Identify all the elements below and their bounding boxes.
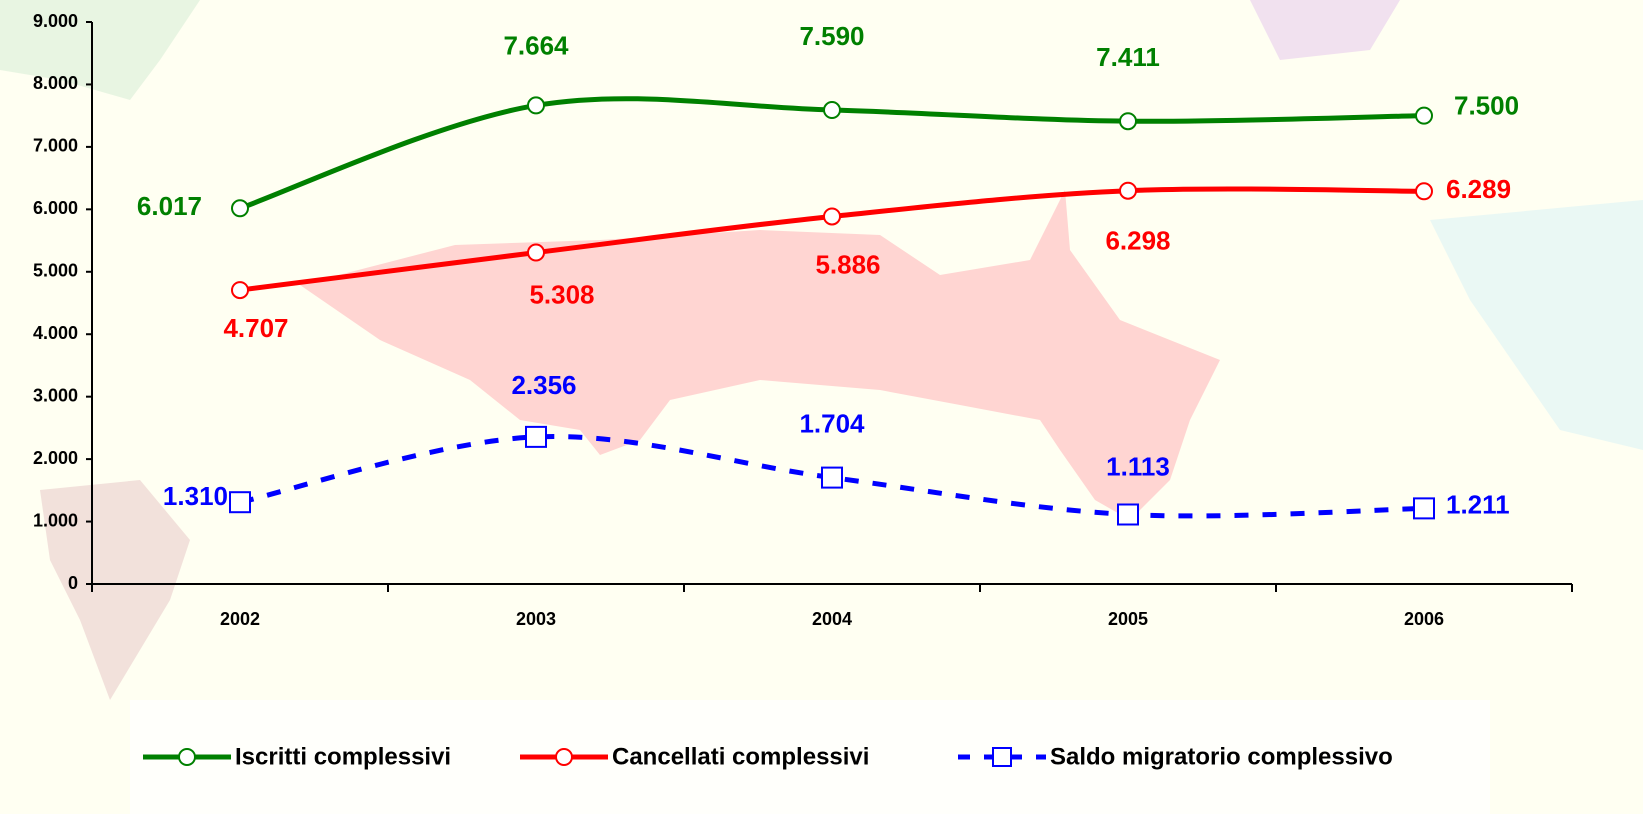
marker xyxy=(821,466,843,489)
marker xyxy=(1119,181,1137,200)
legend-label: Saldo migratorio complessivo xyxy=(1050,743,1393,770)
legend-label: Cancellati complessivi xyxy=(612,743,869,770)
legend-box xyxy=(130,700,1490,814)
marker xyxy=(231,199,249,218)
marker xyxy=(823,207,841,226)
value-label: 6.017 xyxy=(137,191,202,221)
legend-marker xyxy=(555,748,573,766)
legend-marker xyxy=(178,748,196,766)
marker xyxy=(1415,182,1433,201)
map-shape xyxy=(40,480,190,700)
y-tick-label: 4.000 xyxy=(33,323,78,343)
marker xyxy=(1415,106,1433,125)
y-tick-label: 8.000 xyxy=(33,73,78,93)
y-tick-label: 9.000 xyxy=(33,11,78,31)
x-tick-label: 2003 xyxy=(516,609,556,629)
value-label: 4.707 xyxy=(223,313,288,343)
map-shape xyxy=(1430,200,1643,450)
marker xyxy=(1117,503,1139,526)
value-label: 5.308 xyxy=(529,279,594,309)
x-tick-label: 2005 xyxy=(1108,609,1148,629)
value-label: 6.298 xyxy=(1105,226,1170,256)
x-tick-label: 2006 xyxy=(1404,609,1444,629)
value-label: 1.704 xyxy=(799,408,865,438)
y-tick-label: 7.000 xyxy=(33,136,78,156)
x-tick-label: 2004 xyxy=(812,609,852,629)
y-tick-label: 5.000 xyxy=(33,261,78,281)
value-label: 6.289 xyxy=(1446,174,1511,204)
marker xyxy=(823,101,841,120)
value-label: 7.411 xyxy=(1096,42,1160,72)
marker xyxy=(1413,497,1435,520)
y-tick-label: 2.000 xyxy=(33,448,78,468)
marker xyxy=(229,491,251,514)
value-label: 1.113 xyxy=(1106,451,1170,481)
value-label: 2.356 xyxy=(511,370,576,400)
legend-marker xyxy=(992,747,1012,767)
y-tick-label: 0 xyxy=(68,573,78,593)
value-label: 1.310 xyxy=(163,481,228,511)
value-label: 7.500 xyxy=(1454,91,1519,121)
marker xyxy=(525,425,547,448)
map-shape xyxy=(300,190,1220,520)
marker xyxy=(1119,112,1137,131)
marker xyxy=(527,243,545,262)
value-label: 7.664 xyxy=(503,30,569,60)
legend-label: Iscritti complessivi xyxy=(235,743,451,770)
map-shape xyxy=(0,0,200,100)
series-line xyxy=(239,434,1425,519)
marker xyxy=(231,281,249,300)
marker xyxy=(527,96,545,115)
map-shape xyxy=(1250,0,1400,60)
value-label: 7.590 xyxy=(799,21,864,51)
value-label: 1.211 xyxy=(1446,489,1510,519)
y-tick-label: 6.000 xyxy=(33,198,78,218)
y-tick-label: 1.000 xyxy=(33,510,78,530)
y-tick-label: 3.000 xyxy=(33,385,78,405)
background-map xyxy=(0,0,1643,700)
value-label: 5.886 xyxy=(815,249,880,279)
x-tick-label: 2002 xyxy=(220,609,260,629)
